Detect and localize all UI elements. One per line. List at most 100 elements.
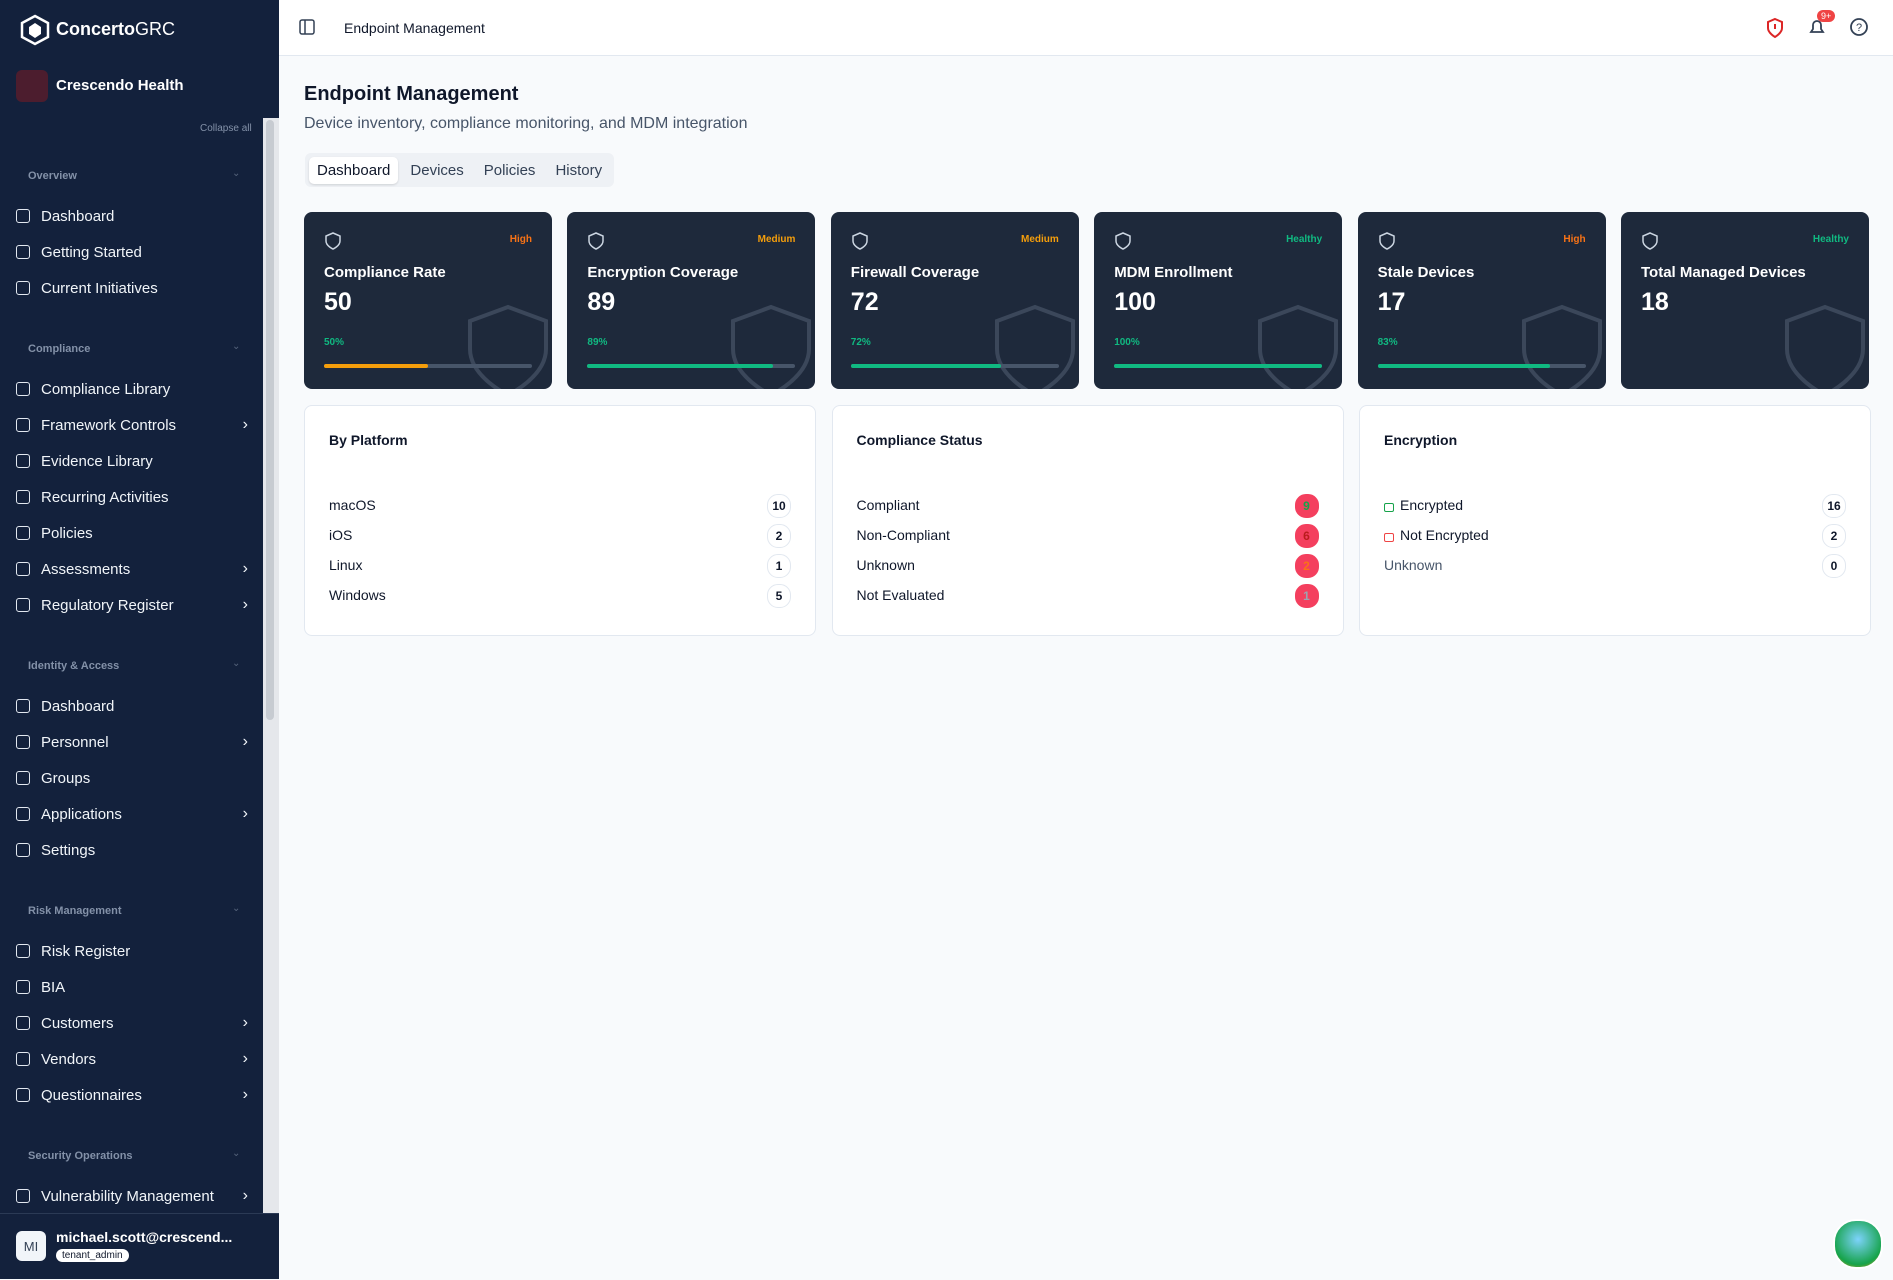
card-icon bbox=[325, 232, 341, 250]
user-email: michael.scott@crescend... bbox=[56, 1229, 233, 1245]
nav-label: Framework Controls bbox=[41, 416, 177, 434]
panel: Compliance Status Compliant 9 Non-Compliant… bbox=[831, 405, 1344, 636]
stat-card: Medium Firewall Coverage 72 72% bbox=[830, 212, 1079, 389]
progress-label: 89% bbox=[587, 337, 608, 348]
stat-label: MDM Enrollment bbox=[1114, 264, 1233, 281]
nav-item[interactable]: Current Initiatives bbox=[16, 276, 248, 300]
shield-alert[interactable] bbox=[1765, 17, 1785, 39]
nav-item[interactable]: Applications › bbox=[16, 802, 248, 826]
nav-item[interactable]: Compliance Library bbox=[16, 377, 248, 401]
nav-label: Groups bbox=[41, 769, 91, 787]
row-label: Unknown bbox=[1384, 557, 1443, 573]
nav-item[interactable]: BIA bbox=[16, 975, 248, 999]
tab[interactable]: Devices bbox=[410, 161, 464, 179]
panel-row: Linux bbox=[329, 557, 362, 573]
nav-icon bbox=[16, 454, 30, 468]
nav-item[interactable]: Personnel › bbox=[16, 730, 248, 754]
nav-item[interactable]: Dashboard bbox=[16, 694, 248, 718]
progress-label: 72% bbox=[850, 337, 871, 348]
sidebar: ConcertoGRC Crescendo Health Collapse al… bbox=[0, 0, 279, 1279]
nav-label: Recurring Activities bbox=[41, 488, 169, 506]
card-icon bbox=[852, 232, 868, 250]
nav-item[interactable]: Vulnerability Management › bbox=[16, 1184, 248, 1208]
user-box[interactable]: MI michael.scott@crescend... tenant_admi… bbox=[0, 1213, 279, 1280]
lock-icon bbox=[1384, 532, 1394, 542]
progress-bar bbox=[587, 364, 773, 368]
bell[interactable] bbox=[1807, 17, 1827, 39]
breadcrumb: Endpoint Management bbox=[344, 20, 485, 36]
chevron: ⌄ bbox=[232, 1148, 241, 1159]
nav-label: Applications bbox=[41, 805, 122, 823]
nav-icon bbox=[16, 1088, 30, 1102]
nav-item[interactable]: Framework Controls › bbox=[16, 413, 248, 437]
nav-item[interactable]: Recurring Activities bbox=[16, 485, 248, 509]
scrollbar bbox=[263, 118, 279, 1213]
nav-icon bbox=[16, 980, 30, 994]
assistant-button[interactable] bbox=[1833, 1219, 1883, 1269]
panel-row: Unknown bbox=[857, 557, 915, 573]
panel-title: Encryption bbox=[1384, 432, 1458, 448]
help[interactable]: ? bbox=[1849, 17, 1869, 37]
nav-label: Getting Started bbox=[41, 243, 142, 261]
nav-item[interactable]: Vendors › bbox=[16, 1047, 248, 1071]
nav-item[interactable]: Assessments › bbox=[16, 557, 248, 581]
chevron: ⌄ bbox=[232, 168, 241, 179]
tab[interactable]: Policies bbox=[483, 161, 536, 179]
card-watermark bbox=[994, 304, 1075, 389]
panel-row: Windows bbox=[329, 587, 386, 603]
section-title: Compliance bbox=[28, 343, 91, 355]
nav-icon bbox=[16, 562, 30, 576]
tab[interactable]: History bbox=[555, 161, 603, 179]
nav-label: Vendors bbox=[41, 1050, 97, 1068]
panel-row: iOS bbox=[329, 527, 352, 543]
nav-item[interactable]: Questionnaires › bbox=[16, 1083, 248, 1107]
stat-card: Medium Encryption Coverage 89 89% bbox=[567, 212, 816, 389]
nav-item[interactable]: Groups bbox=[16, 766, 248, 790]
panel-row: Encrypted bbox=[1384, 497, 1463, 513]
level: High bbox=[509, 234, 532, 245]
nav-icon bbox=[16, 418, 30, 432]
nav-label: Current Initiatives bbox=[41, 279, 158, 297]
nav-icon bbox=[16, 944, 30, 958]
nav-icon bbox=[16, 1016, 30, 1030]
row-label: macOS bbox=[329, 497, 376, 513]
nav-item[interactable]: Dashboard bbox=[16, 204, 248, 228]
expand-arrow: › bbox=[242, 805, 248, 822]
expand-arrow: › bbox=[242, 1050, 248, 1067]
nav-label: Risk Register bbox=[41, 942, 131, 960]
level: Medium bbox=[1021, 234, 1059, 245]
nav-item[interactable]: Customers › bbox=[16, 1011, 248, 1035]
nav-item[interactable]: Risk Register bbox=[16, 939, 248, 963]
stat-card: High Stale Devices 17 83% bbox=[1357, 212, 1606, 389]
row-count: 6 bbox=[1294, 524, 1319, 548]
progress-label: 100% bbox=[1114, 337, 1140, 348]
notification-badge: 9+ bbox=[1817, 10, 1836, 22]
sidebar-toggle[interactable] bbox=[299, 19, 315, 35]
stat-label: Stale Devices bbox=[1377, 264, 1475, 281]
nav-icon bbox=[16, 807, 30, 821]
section-title: Identity & Access bbox=[28, 660, 120, 672]
nav-label: Compliance Library bbox=[41, 380, 171, 398]
nav-item[interactable]: Policies bbox=[16, 521, 248, 545]
tab[interactable]: Dashboard bbox=[309, 156, 399, 184]
card-watermark bbox=[468, 304, 548, 389]
row-count: 2 bbox=[1822, 524, 1846, 548]
nav-item[interactable]: Evidence Library bbox=[16, 449, 248, 473]
row-count: 2 bbox=[767, 524, 791, 548]
nav-item[interactable]: Getting Started bbox=[16, 240, 248, 264]
chevron: ⌄ bbox=[232, 903, 241, 914]
collapse-all[interactable]: Collapse all bbox=[200, 123, 252, 134]
nav-icon bbox=[16, 699, 30, 713]
row-label: Windows bbox=[329, 587, 386, 603]
section-title: Overview bbox=[28, 170, 77, 182]
nav-item[interactable]: Settings bbox=[16, 838, 248, 862]
org-name[interactable]: Crescendo Health bbox=[56, 77, 184, 94]
stat-label: Firewall Coverage bbox=[850, 264, 980, 281]
nav-item[interactable]: Regulatory Register › bbox=[16, 593, 248, 617]
org-icon bbox=[16, 70, 48, 102]
nav-icon bbox=[16, 1052, 30, 1066]
stat-value: 100 bbox=[1114, 288, 1156, 316]
stat-label: Compliance Rate bbox=[324, 264, 446, 281]
nav-label: Regulatory Register bbox=[41, 596, 174, 614]
